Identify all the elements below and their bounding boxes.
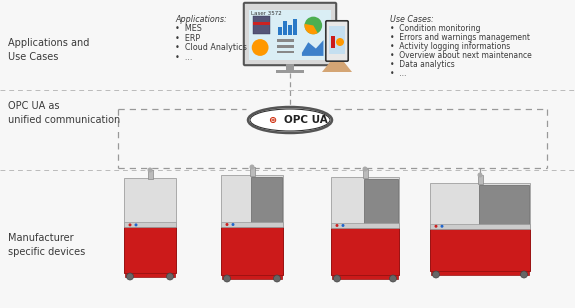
Bar — [477, 175, 482, 184]
Bar — [221, 227, 283, 275]
Circle shape — [225, 223, 228, 226]
Bar — [331, 228, 399, 275]
Bar — [250, 167, 255, 176]
Text: •  Overview about next maintenance: • Overview about next maintenance — [390, 51, 532, 60]
Text: •  Data analytics: • Data analytics — [390, 60, 455, 69]
Text: Applications and
Use Cases: Applications and Use Cases — [8, 38, 89, 63]
Text: •  Errors and warnings management: • Errors and warnings management — [390, 33, 530, 42]
Bar — [288, 25, 292, 35]
Bar — [329, 26, 345, 54]
Text: •  Cloud Analytics: • Cloud Analytics — [175, 43, 247, 52]
Bar — [364, 179, 398, 226]
Circle shape — [148, 168, 152, 172]
Bar — [293, 19, 297, 35]
Bar — [332, 275, 398, 279]
Circle shape — [440, 225, 443, 228]
Circle shape — [435, 225, 438, 228]
Circle shape — [224, 275, 231, 282]
Text: •  ...: • ... — [175, 52, 193, 62]
Circle shape — [335, 224, 339, 227]
Circle shape — [128, 223, 132, 226]
Bar — [124, 178, 176, 227]
Bar — [331, 36, 335, 48]
Bar — [430, 229, 530, 271]
Text: Use Cases:: Use Cases: — [390, 15, 434, 24]
Bar — [479, 185, 529, 227]
Text: Applications:: Applications: — [175, 15, 227, 24]
Text: •  Activity logging informations: • Activity logging informations — [390, 42, 510, 51]
FancyBboxPatch shape — [326, 21, 348, 61]
FancyBboxPatch shape — [244, 3, 336, 65]
Circle shape — [305, 17, 322, 34]
Bar — [362, 169, 367, 178]
Circle shape — [336, 38, 344, 46]
Circle shape — [126, 273, 133, 280]
Bar — [251, 177, 282, 225]
Ellipse shape — [248, 107, 332, 133]
Bar — [430, 224, 530, 229]
Bar — [222, 275, 282, 279]
Bar — [148, 170, 152, 179]
Text: OPC UA: OPC UA — [284, 115, 328, 125]
Text: Manufacturer
specific devices: Manufacturer specific devices — [8, 233, 85, 257]
Bar — [286, 64, 294, 70]
Circle shape — [232, 223, 235, 226]
Circle shape — [477, 172, 482, 177]
Text: Laser 3572: Laser 3572 — [251, 11, 282, 16]
Circle shape — [520, 271, 527, 278]
Bar — [221, 175, 283, 227]
Text: •  Condition monitoring: • Condition monitoring — [390, 24, 481, 33]
Bar — [125, 273, 175, 277]
Bar — [331, 177, 399, 228]
Bar — [277, 51, 294, 53]
Bar — [277, 39, 294, 42]
Circle shape — [167, 273, 174, 280]
Circle shape — [250, 164, 255, 169]
Wedge shape — [305, 24, 318, 34]
Ellipse shape — [250, 109, 330, 131]
Circle shape — [389, 275, 397, 282]
Circle shape — [135, 223, 137, 226]
Circle shape — [362, 167, 367, 172]
Circle shape — [342, 224, 344, 227]
Circle shape — [252, 39, 269, 56]
Bar — [252, 16, 270, 34]
Text: •  MES: • MES — [175, 24, 202, 33]
Bar — [283, 21, 287, 35]
Text: •  ...: • ... — [390, 69, 407, 78]
Polygon shape — [322, 62, 352, 72]
Text: ⊛: ⊛ — [268, 115, 276, 125]
Circle shape — [274, 275, 281, 282]
Bar — [331, 223, 399, 228]
Circle shape — [334, 275, 340, 282]
Circle shape — [432, 271, 439, 278]
Bar — [221, 222, 283, 227]
Bar — [431, 271, 529, 275]
Bar — [430, 183, 530, 229]
Bar — [252, 22, 270, 25]
Bar — [249, 10, 331, 60]
Bar — [277, 45, 294, 47]
Bar — [278, 27, 282, 35]
Bar — [124, 227, 176, 273]
Bar — [124, 222, 176, 227]
Text: OPC UA as
unified communication: OPC UA as unified communication — [8, 101, 120, 125]
Bar — [276, 70, 304, 73]
Text: •  ERP: • ERP — [175, 34, 200, 43]
